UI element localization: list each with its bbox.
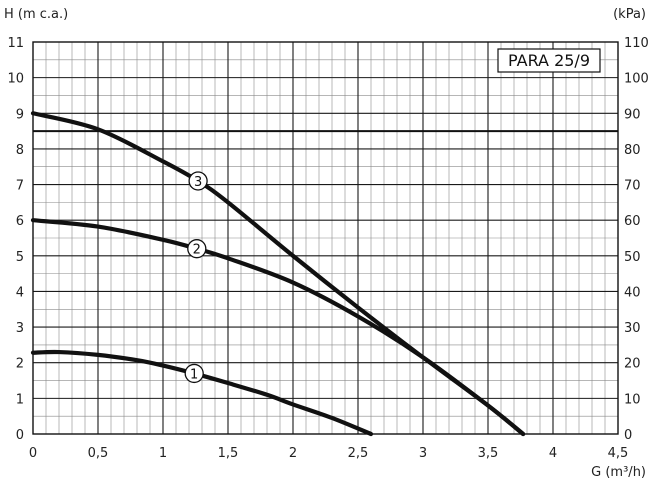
y-tick-label-right: 40: [624, 285, 641, 300]
plot-border: [32, 41, 619, 435]
curve-marker-label-1: 1: [190, 367, 198, 382]
y-tick-label-left: 0: [16, 428, 24, 443]
y-tick-label-left: 5: [16, 250, 24, 265]
x-tick-labels: 0 0,5 1 1,5 2 2,5 3 3,5 4 4,5: [29, 446, 628, 461]
curve-marker-3: [188, 171, 208, 191]
y-tick-label-right: 70: [624, 179, 641, 194]
x-tick-label: 3: [419, 446, 427, 461]
y-tick-label-right: 110: [624, 36, 649, 51]
y-tick-labels-right: 0 10 20 30 40 50 60 70 80 90 100 110: [624, 36, 649, 443]
y-tick-label-left: 9: [16, 107, 24, 122]
plot-frame: [32, 41, 619, 435]
y-axis-label-left: H (m c.a.): [4, 7, 68, 22]
y-tick-label-left: 1: [16, 392, 24, 407]
y-tick-label-left: 10: [7, 72, 24, 87]
x-tick-label: 2: [289, 446, 297, 461]
x-tick-label: 2,5: [348, 446, 369, 461]
y-tick-label-right: 50: [624, 250, 641, 265]
y-tick-label-right: 90: [624, 107, 641, 122]
y-tick-labels-left: 0 1 2 3 4 5 6 7 8 9 10 11: [7, 36, 24, 443]
y-tick-label-left: 8: [16, 143, 24, 158]
y-tick-label-right: 0: [624, 428, 632, 443]
x-tick-label: 1: [159, 446, 167, 461]
y-tick-label-right: 10: [624, 392, 641, 407]
y-tick-label-left: 6: [16, 214, 24, 229]
series-markers: 1 2 3: [184, 171, 208, 384]
y-tick-label-left: 2: [16, 357, 24, 372]
model-label: PARA 25/9: [508, 51, 590, 70]
x-tick-label: 0,5: [88, 446, 109, 461]
y-tick-label-left: 7: [16, 179, 24, 194]
model-label-box: [497, 48, 601, 73]
x-tick-label: 1,5: [218, 446, 239, 461]
x-tick-label: 4: [549, 446, 557, 461]
curve-marker-2: [187, 239, 207, 259]
y-tick-label-right: 60: [624, 214, 641, 229]
x-axis-label: G (m³/h): [591, 465, 646, 480]
y-axis-label-right: (kPa): [613, 7, 646, 22]
grid-major: [33, 42, 618, 434]
x-tick-label: 4,5: [608, 446, 629, 461]
curve-3: [30, 111, 526, 437]
curve-marker-label-2: 2: [193, 243, 201, 258]
y-tick-label-right: 20: [624, 357, 641, 372]
y-tick-label-left: 11: [7, 36, 24, 51]
x-tick-label: 0: [29, 446, 37, 461]
y-tick-label-left: 4: [16, 285, 24, 300]
curve-marker-1: [184, 363, 204, 384]
y-tick-label-right: 30: [624, 321, 641, 336]
y-tick-label-right: 80: [624, 143, 641, 158]
curve-marker-label-3: 3: [194, 175, 202, 190]
y-tick-label-left: 3: [16, 321, 24, 336]
x-tick-label: 3,5: [478, 446, 499, 461]
grid-minor: [33, 42, 618, 434]
y-tick-label-right: 100: [624, 72, 649, 87]
